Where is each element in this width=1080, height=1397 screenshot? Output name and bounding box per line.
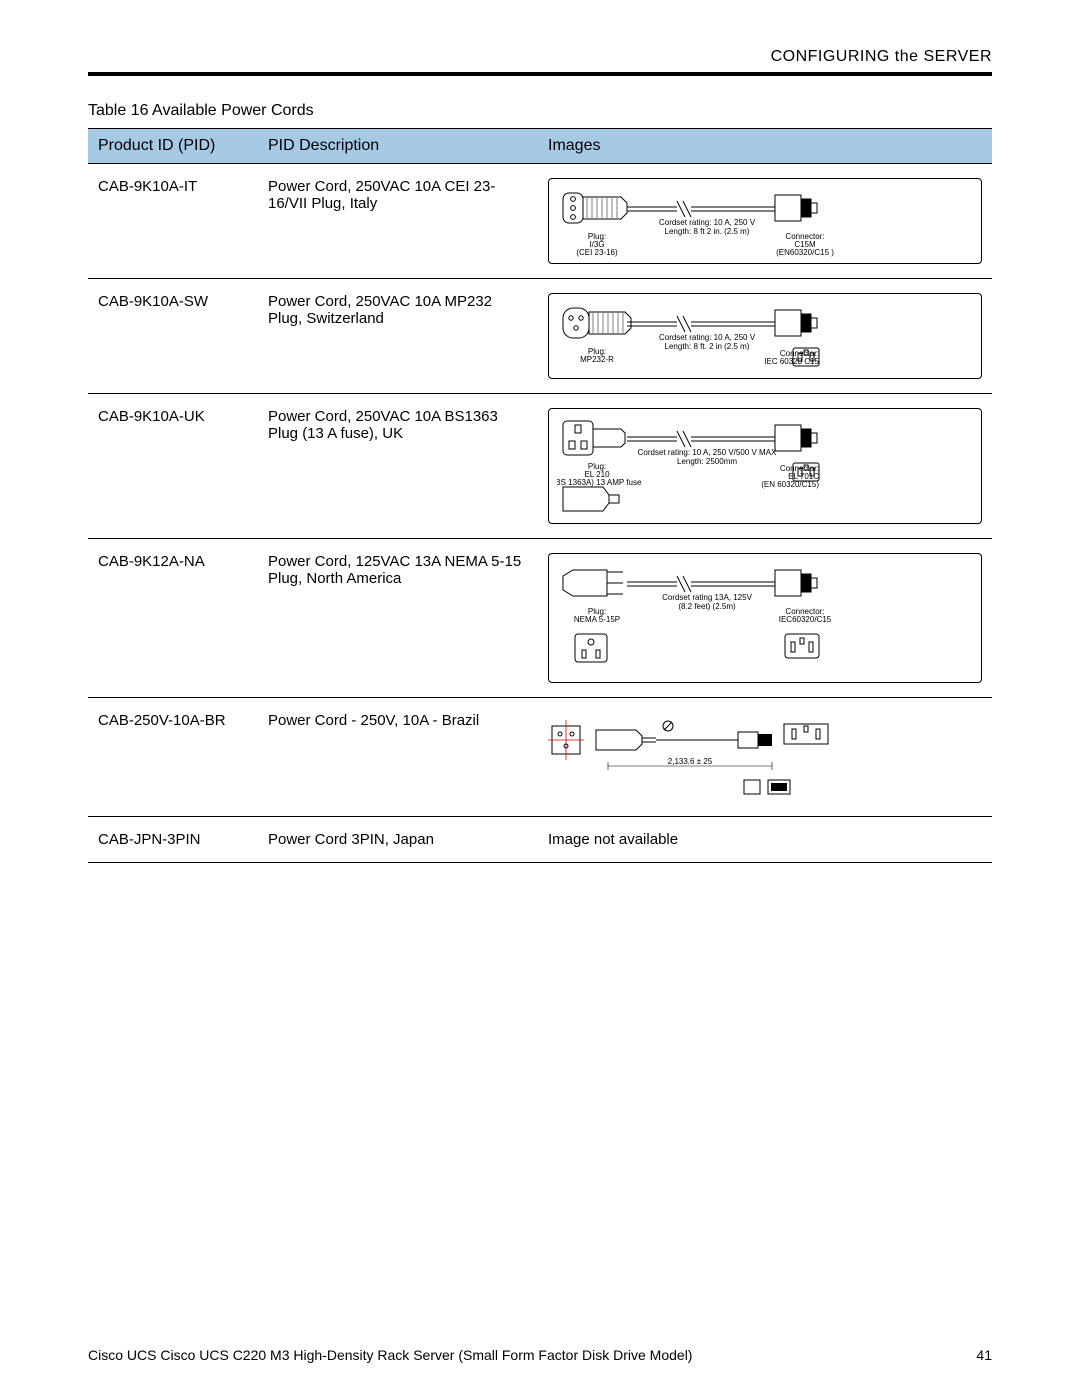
svg-text:IEC 60320 C15: IEC 60320 C15: [764, 357, 819, 366]
svg-text:(EN60320/C15 ): (EN60320/C15 ): [776, 248, 834, 257]
page: CONFIGURING the SERVER Table 16 Availabl…: [0, 0, 1080, 1397]
top-rule: [88, 72, 992, 76]
desc-cell: Power Cord 3PIN, Japan: [258, 817, 538, 863]
cord-diagram: Cordset rating 13A, 125V(8.2 feet) (2.5m…: [548, 553, 982, 683]
cord-diagram: Cordset rating: 10 A, 250 VLength: 8 ft …: [548, 178, 982, 264]
footer-text: Cisco UCS Cisco UCS C220 M3 High-Density…: [88, 1347, 692, 1363]
pid-cell: CAB-9K10A-SW: [88, 279, 258, 394]
svg-text:Cordset rating 13A, 125V: Cordset rating 13A, 125V: [662, 593, 752, 602]
svg-text:Length: 8 ft 2 in. (2.5 m): Length: 8 ft 2 in. (2.5 m): [665, 227, 750, 236]
table-row: CAB-9K10A-ITPower Cord, 250VAC 10A CEI 2…: [88, 164, 992, 279]
table-row: CAB-9K10A-UKPower Cord, 250VAC 10A BS136…: [88, 394, 992, 539]
running-head: CONFIGURING the SERVER: [88, 48, 992, 66]
image-cell: Cordset rating 13A, 125V(8.2 feet) (2.5m…: [538, 539, 992, 698]
image-cell: 2,133.6 ± 25: [538, 698, 992, 817]
cord-diagram: Cordset rating: 10 A, 250 VLength: 8 ft.…: [548, 293, 982, 379]
table-row: CAB-9K12A-NAPower Cord, 125VAC 13A NEMA …: [88, 539, 992, 698]
image-text: Image not available: [548, 831, 678, 848]
svg-text:NEMA 5-15P: NEMA 5-15P: [574, 615, 620, 624]
svg-text:Cordset rating: 10 A, 250 V: Cordset rating: 10 A, 250 V: [659, 218, 756, 227]
pid-cell: CAB-9K10A-IT: [88, 164, 258, 279]
pid-cell: CAB-JPN-3PIN: [88, 817, 258, 863]
svg-text:Length: 8 ft. 2 in (2.5 m): Length: 8 ft. 2 in (2.5 m): [665, 342, 750, 351]
col-header-images: Images: [538, 129, 992, 164]
desc-cell: Power Cord, 125VAC 13A NEMA 5-15 Plug, N…: [258, 539, 538, 698]
table-row: CAB-9K10A-SWPower Cord, 250VAC 10A MP232…: [88, 279, 992, 394]
desc-cell: Power Cord, 250VAC 10A CEI 23-16/VII Plu…: [258, 164, 538, 279]
image-cell: Cordset rating: 10 A, 250 V/500 V MAXLen…: [538, 394, 992, 539]
image-cell: Image not available: [538, 817, 992, 863]
svg-text:(EN 60320/C15): (EN 60320/C15): [761, 480, 819, 489]
desc-cell: Power Cord, 250VAC 10A MP232 Plug, Switz…: [258, 279, 538, 394]
svg-text:Cordset rating: 10 A, 250 V/50: Cordset rating: 10 A, 250 V/500 V MAX: [638, 448, 777, 457]
table-header-row: Product ID (PID) PID Description Images: [88, 129, 992, 164]
svg-text:(CEI 23-16): (CEI 23-16): [576, 248, 618, 257]
pid-cell: CAB-9K10A-UK: [88, 394, 258, 539]
pid-cell: CAB-250V-10A-BR: [88, 698, 258, 817]
svg-text:(BS 1363A) 13 AMP fuse: (BS 1363A) 13 AMP fuse: [557, 478, 642, 487]
tech-drawing: 2,133.6 ± 25: [548, 712, 982, 802]
svg-text:(8.2 feet) (2.5m): (8.2 feet) (2.5m): [678, 602, 736, 611]
svg-text:Cordset rating: 10 A, 250 V: Cordset rating: 10 A, 250 V: [659, 333, 756, 342]
col-header-pid: Product ID (PID): [88, 129, 258, 164]
power-cords-table: Product ID (PID) PID Description Images …: [88, 128, 992, 863]
page-number: 41: [976, 1347, 992, 1363]
table-row: CAB-250V-10A-BRPower Cord - 250V, 10A - …: [88, 698, 992, 817]
desc-cell: Power Cord - 250V, 10A - Brazil: [258, 698, 538, 817]
table-row: CAB-JPN-3PINPower Cord 3PIN, Japan Image …: [88, 817, 992, 863]
svg-text:IEC60320/C15: IEC60320/C15: [779, 615, 832, 624]
pid-cell: CAB-9K12A-NA: [88, 539, 258, 698]
desc-cell: Power Cord, 250VAC 10A BS1363 Plug (13 A…: [258, 394, 538, 539]
image-cell: Cordset rating: 10 A, 250 VLength: 8 ft.…: [538, 279, 992, 394]
svg-text:2,133.6 ± 25: 2,133.6 ± 25: [668, 757, 713, 766]
col-header-desc: PID Description: [258, 129, 538, 164]
image-cell: Cordset rating: 10 A, 250 VLength: 8 ft …: [538, 164, 992, 279]
table-caption: Table 16 Available Power Cords: [88, 102, 992, 120]
svg-text:MP232-R: MP232-R: [580, 355, 614, 364]
svg-text:Length: 2500mm: Length: 2500mm: [677, 457, 737, 466]
footer: Cisco UCS Cisco UCS C220 M3 High-Density…: [88, 1347, 992, 1363]
cord-diagram: Cordset rating: 10 A, 250 V/500 V MAXLen…: [548, 408, 982, 524]
